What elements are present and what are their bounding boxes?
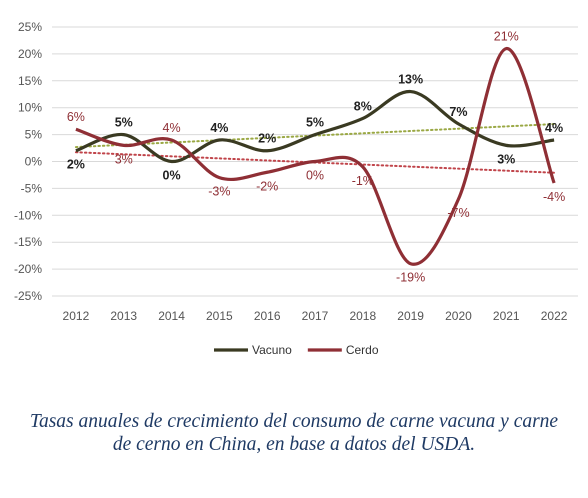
data-label-vacuno: 4% <box>210 121 228 135</box>
data-label-cerdo: -1% <box>352 174 374 188</box>
x-tick-label: 2020 <box>445 309 472 323</box>
data-label-cerdo: 6% <box>67 110 85 124</box>
data-label-vacuno: 3% <box>497 152 515 166</box>
x-tick-label: 2022 <box>541 309 568 323</box>
y-tick-label: -20% <box>14 262 42 276</box>
y-tick-label: 25% <box>18 20 42 34</box>
legend-label-vacuno: Vacuno <box>252 343 292 357</box>
line-chart: 25% 20% 15% 10% 5% 0% -5% -10% -15% -20% -25% 2012… <box>14 20 578 357</box>
y-tick-label: 20% <box>18 47 42 61</box>
data-label-cerdo: 0% <box>306 169 324 183</box>
y-tick-label: 15% <box>18 74 42 88</box>
data-label-cerdo: -2% <box>256 179 278 193</box>
y-tick-label: 0% <box>25 155 43 169</box>
legend-label-cerdo: Cerdo <box>346 343 379 357</box>
y-tick-label: 5% <box>25 128 43 142</box>
data-label-vacuno: 2% <box>67 158 85 172</box>
data-label-vacuno: 5% <box>306 116 324 130</box>
data-label-vacuno: 13% <box>398 73 423 87</box>
y-tick-label: -15% <box>14 235 42 249</box>
data-label-vacuno: 5% <box>115 116 133 130</box>
x-tick-label: 2019 <box>397 309 424 323</box>
y-tick-label: -10% <box>14 208 42 222</box>
series-line-cerdo <box>75 46 556 266</box>
data-label-cerdo: 3% <box>115 152 133 166</box>
data-label-vacuno: 0% <box>163 169 181 183</box>
chart-caption: Tasas anuales de crecimiento del consumo… <box>29 411 559 455</box>
data-label-cerdo: -4% <box>543 190 565 204</box>
data-label-vacuno: 4% <box>545 121 563 135</box>
series-line-vacuno <box>75 89 555 164</box>
y-tick-label: 10% <box>18 101 42 115</box>
x-tick-label: 2021 <box>493 309 520 323</box>
data-label-vacuno: 2% <box>258 132 276 146</box>
data-label-cerdo: 4% <box>163 121 181 135</box>
data-label-cerdo: -7% <box>447 206 469 220</box>
x-tick-label: 2015 <box>206 309 233 323</box>
data-label-cerdo: -3% <box>208 185 230 199</box>
data-label-cerdo: -19% <box>396 271 425 285</box>
data-label-vacuno: 8% <box>354 99 372 113</box>
y-tick-label: -5% <box>21 181 43 195</box>
x-tick-label: 2012 <box>63 309 90 323</box>
x-tick-label: 2013 <box>110 309 137 323</box>
x-tick-label: 2018 <box>349 309 376 323</box>
x-tick-label: 2017 <box>302 309 329 323</box>
y-tick-label: -25% <box>14 289 42 303</box>
x-tick-label: 2014 <box>158 309 185 323</box>
x-tick-label: 2016 <box>254 309 281 323</box>
data-label-vacuno: 7% <box>449 105 467 119</box>
data-label-cerdo: 21% <box>494 30 519 44</box>
